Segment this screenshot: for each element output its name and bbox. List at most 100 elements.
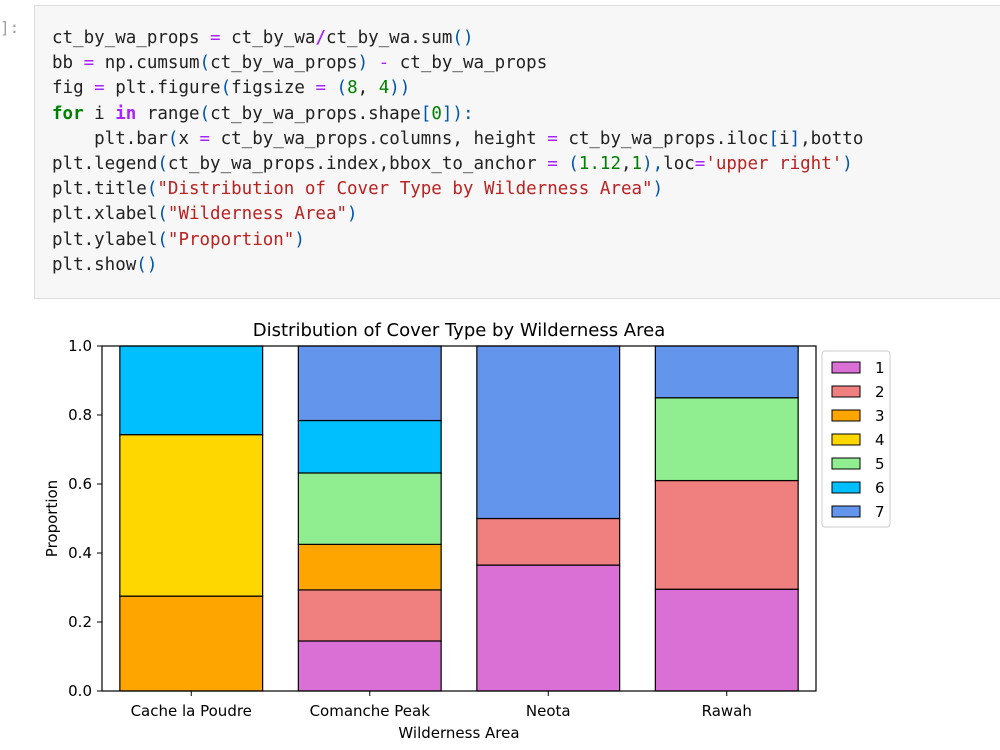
code-token: np.cumsum xyxy=(94,53,200,74)
bar-segment xyxy=(654,397,799,482)
code-token xyxy=(368,53,379,73)
code-line: plt.ylabel("Proportion") xyxy=(52,228,863,253)
code-line: fig = plt.figure(figsize = (8, 4)) xyxy=(52,76,863,101)
code-token: ( xyxy=(220,78,232,99)
code-token: loc xyxy=(663,153,695,174)
x-tick-label: Rawah xyxy=(702,702,752,720)
code-token: = xyxy=(210,28,221,48)
bar-segment xyxy=(297,472,442,545)
code-token: = xyxy=(94,78,105,99)
code-token: () xyxy=(136,254,158,275)
code-token: ct_by_wa_props.index,bbox_to_anchor xyxy=(167,153,548,174)
legend-label: 2 xyxy=(875,383,885,401)
code-token: ct_by_wa_props.shape xyxy=(210,103,421,124)
code-cell[interactable]: ct_by_wa_props = ct_by_wa/ct_by_wa.sum()… xyxy=(34,5,1000,299)
code-line: plt.show() xyxy=(52,253,863,278)
bar-segment xyxy=(476,345,621,520)
bar-segment xyxy=(297,589,442,642)
code-token: plt.show xyxy=(52,254,137,275)
code-token: fig xyxy=(52,78,95,99)
code-token: ) xyxy=(357,53,369,74)
code-token: range xyxy=(136,103,200,124)
code-token xyxy=(558,154,569,174)
code-token: ( xyxy=(157,229,168,250)
code-token: ( xyxy=(199,53,211,74)
code-token: plt.bar xyxy=(52,128,168,149)
code-line: plt.title("Distribution of Cover Type by… xyxy=(52,177,863,202)
code-token: = xyxy=(547,153,558,174)
code-token: ct_by_wa_props.iloc xyxy=(557,128,769,149)
code-token: ) xyxy=(347,204,358,225)
code-token: ]): xyxy=(441,103,474,124)
code-token: ct_by_wa_props xyxy=(52,28,211,48)
legend-label: 4 xyxy=(875,431,885,449)
bar-segment xyxy=(654,345,799,399)
bar-segment xyxy=(297,543,442,591)
legend-swatch xyxy=(831,361,861,374)
y-tick-label: 0.6 xyxy=(68,475,92,493)
code-editor[interactable]: ct_by_wa_props = ct_by_wa/ct_by_wa.sum()… xyxy=(52,26,863,278)
y-axis-label: Proportion xyxy=(43,480,61,557)
code-token: ct_by_wa_props xyxy=(389,53,548,74)
legend-swatch xyxy=(831,481,861,494)
code-token: ) xyxy=(842,153,853,174)
chart-title: Distribution of Cover Type by Wilderness… xyxy=(253,320,665,341)
code-line: for i in range(ct_by_wa_props.shape[0]): xyxy=(52,102,863,127)
code-token: ct_by_wa xyxy=(220,28,316,48)
code-token: ,botto xyxy=(800,128,864,149)
code-token: = xyxy=(694,153,706,174)
code-token: "Wilderness Area" xyxy=(167,204,348,225)
legend-swatch xyxy=(831,505,861,518)
code-token: = xyxy=(315,78,326,99)
code-token: "Proportion" xyxy=(167,229,295,250)
bar-segment xyxy=(654,479,799,590)
code-token: ) xyxy=(294,229,305,250)
code-token: ct_by_wa_props.columns, height xyxy=(210,128,548,149)
code-line: ct_by_wa_props = ct_by_wa/ct_by_wa.sum() xyxy=(52,26,863,51)
code-token: in xyxy=(115,103,137,124)
code-line: plt.legend(ct_by_wa_props.index,bbox_to_… xyxy=(52,152,863,177)
code-token: , xyxy=(621,153,632,174)
plot-frame xyxy=(101,345,817,692)
code-token: plt.title xyxy=(52,179,147,200)
code-token: ] xyxy=(789,128,801,149)
code-token: ( xyxy=(336,78,348,99)
code-token: ) xyxy=(652,179,664,200)
code-token: ct_by_wa.sum xyxy=(325,28,453,48)
legend-label: 1 xyxy=(875,359,885,377)
code-token: plt.figure xyxy=(104,78,221,99)
code-token: "Distribution of Cover Type by Wildernes… xyxy=(157,179,653,200)
code-token: = xyxy=(83,53,95,74)
code-token: i xyxy=(779,128,790,149)
code-token: plt.xlabel xyxy=(52,204,158,225)
legend-label: 7 xyxy=(875,503,885,521)
bar-segment xyxy=(119,434,264,597)
code-line: bb = np.cumsum(ct_by_wa_props) - ct_by_w… xyxy=(52,51,863,76)
y-tick-label: 0.8 xyxy=(68,406,92,424)
code-token: plt.ylabel xyxy=(52,229,158,250)
stacked-bar-chart: Distribution of Cover Type by Wilderness… xyxy=(43,320,891,742)
x-tick-label: Comanche Peak xyxy=(310,702,431,720)
code-token: = xyxy=(199,128,211,149)
code-token: 1.12 xyxy=(578,153,621,174)
code-token: () xyxy=(452,28,474,48)
code-token: ct_by_wa_props xyxy=(210,53,358,74)
code-line: plt.xlabel("Wilderness Area") xyxy=(52,202,863,227)
bar-segment xyxy=(297,640,442,692)
legend-swatch xyxy=(831,433,861,446)
legend-label: 3 xyxy=(875,407,885,425)
code-token: )) xyxy=(389,78,411,99)
code-token: 'upper right' xyxy=(705,153,843,174)
legend-swatch xyxy=(831,457,861,470)
code-token: / xyxy=(315,28,326,48)
code-token: 1 xyxy=(631,153,643,174)
legend-swatch xyxy=(831,385,861,398)
code-token: = xyxy=(547,128,558,149)
bar-segment xyxy=(654,588,799,692)
code-token: i xyxy=(83,103,116,124)
bar-segment xyxy=(119,345,264,436)
legend-label: 5 xyxy=(875,455,885,473)
code-token: x xyxy=(178,128,200,149)
code-token: bb xyxy=(52,53,84,74)
code-token: ( xyxy=(157,204,168,225)
